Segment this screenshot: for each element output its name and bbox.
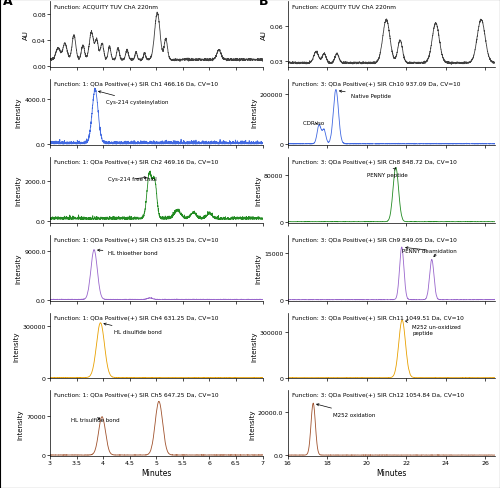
Y-axis label: AU: AU [24, 30, 30, 40]
Y-axis label: Intensity: Intensity [18, 408, 24, 439]
Y-axis label: Intensity: Intensity [251, 98, 257, 128]
Y-axis label: Intensity: Intensity [255, 253, 261, 284]
Text: Function: 1: QDa Positive(+) SIR Ch3 615.25 Da, CV=10: Function: 1: QDa Positive(+) SIR Ch3 615… [54, 237, 219, 242]
X-axis label: Minutes: Minutes [376, 468, 406, 477]
Text: Function: 3: QDa Positive(+) SIR Ch8 848.72 Da, CV=10: Function: 3: QDa Positive(+) SIR Ch8 848… [292, 160, 456, 164]
Text: Function: ACQUITY TUV ChA 220nm: Function: ACQUITY TUV ChA 220nm [54, 4, 158, 9]
Text: Function: 3: QDa Positive(+) SIR Ch11 1049.51 Da, CV=10: Function: 3: QDa Positive(+) SIR Ch11 10… [292, 315, 464, 320]
Text: A: A [4, 0, 13, 7]
Y-axis label: AU: AU [261, 30, 267, 40]
Text: PENNY deamidation: PENNY deamidation [402, 247, 457, 253]
Text: Function: 1: QDa Positive(+) SIR Ch1 466.16 Da, CV=10: Function: 1: QDa Positive(+) SIR Ch1 466… [54, 82, 218, 87]
Text: Function: 1: QDa Positive(+) SIR Ch5 647.25 Da, CV=10: Function: 1: QDa Positive(+) SIR Ch5 647… [54, 392, 219, 397]
Text: M252 oxidation: M252 oxidation [316, 404, 376, 417]
Y-axis label: Intensity: Intensity [16, 253, 22, 284]
Text: Function: ACQUITY TUV ChA 220nm: Function: ACQUITY TUV ChA 220nm [292, 4, 396, 9]
Text: Function: 3: QDa Positive(+) SIR Ch12 1054.84 Da, CV=10: Function: 3: QDa Positive(+) SIR Ch12 10… [292, 392, 464, 397]
Y-axis label: Intensity: Intensity [14, 330, 20, 361]
Text: Function: 1: QDa Positive(+) SIR Ch2 469.16 Da, CV=10: Function: 1: QDa Positive(+) SIR Ch2 469… [54, 160, 218, 164]
Y-axis label: Intensity: Intensity [16, 98, 22, 128]
Y-axis label: Intensity: Intensity [249, 408, 255, 439]
Text: Native Peptide: Native Peptide [340, 91, 390, 99]
Text: Cys-214 free thiol: Cys-214 free thiol [108, 177, 157, 182]
Text: Function: 1: QDa Positive(+) SIR Ch4 631.25 Da, CV=10: Function: 1: QDa Positive(+) SIR Ch4 631… [54, 315, 219, 320]
Y-axis label: Intensity: Intensity [255, 175, 261, 206]
Text: M252 un-oxidized
peptide: M252 un-oxidized peptide [406, 321, 461, 335]
Text: Function: 3: QDa Positive(+) SIR Ch10 937.09 Da, CV=10: Function: 3: QDa Positive(+) SIR Ch10 93… [292, 82, 460, 87]
X-axis label: Minutes: Minutes [141, 468, 172, 477]
Text: B: B [258, 0, 268, 7]
Text: PENNY peptide: PENNY peptide [366, 168, 408, 178]
Y-axis label: Intensity: Intensity [251, 330, 257, 361]
Text: Function: 3: QDa Positive(+) SIR Ch9 849.05 Da, CV=10: Function: 3: QDa Positive(+) SIR Ch9 849… [292, 237, 456, 242]
Text: Cys-214 cysteinylation: Cys-214 cysteinylation [98, 92, 168, 105]
Text: HL disulfide bond: HL disulfide bond [104, 324, 162, 334]
Text: CDR iso: CDR iso [304, 121, 324, 126]
Text: HL thioether bond: HL thioether bond [98, 249, 158, 255]
Text: HL trisulfide bond: HL trisulfide bond [72, 417, 120, 422]
Y-axis label: Intensity: Intensity [16, 175, 22, 206]
